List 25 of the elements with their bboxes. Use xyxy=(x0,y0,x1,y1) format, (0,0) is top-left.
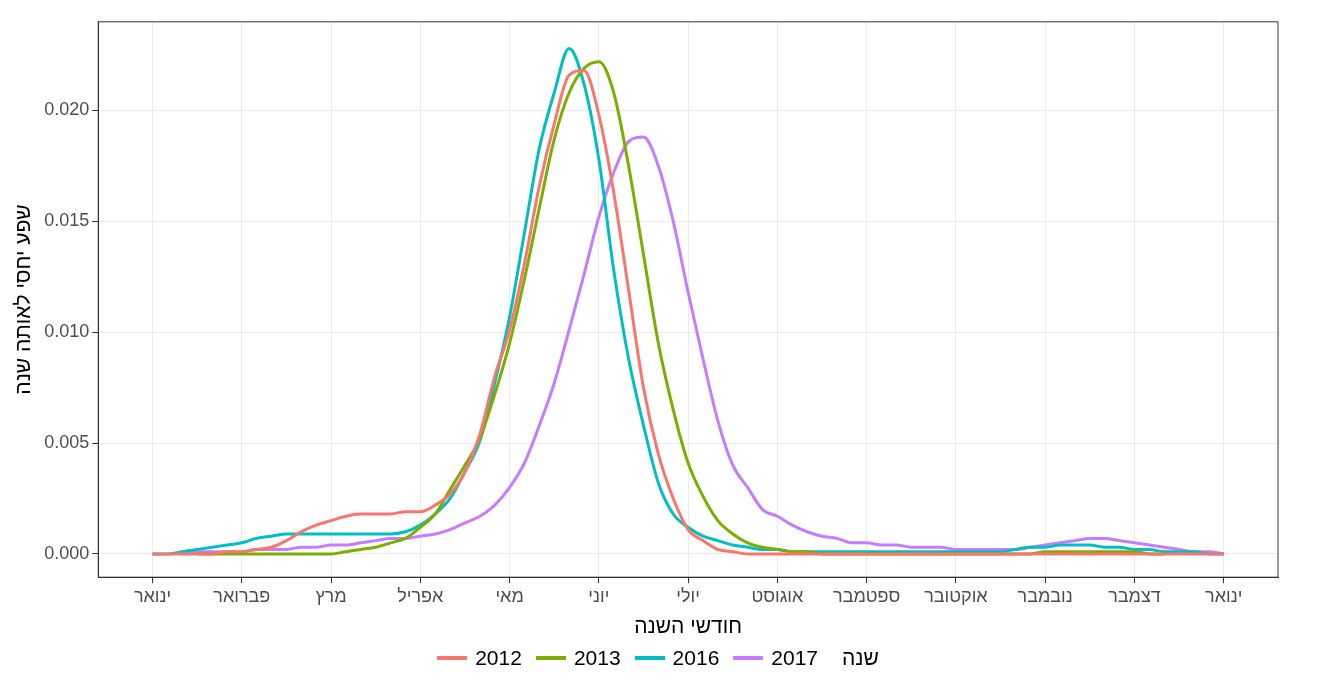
y-tick-label: 0.015 xyxy=(44,210,90,231)
y-tick-label: 0.020 xyxy=(44,99,90,120)
x-tick-label: נובמבר xyxy=(1017,585,1073,606)
x-tick-label: ינואר xyxy=(133,585,172,606)
y-tick-label: 0.005 xyxy=(44,432,90,453)
legend-label: 2012 xyxy=(475,646,522,670)
y-tick-label: 0.000 xyxy=(44,542,90,563)
x-axis-title: חודשי השנה xyxy=(634,614,742,638)
legend-label: 2013 xyxy=(573,646,621,670)
x-tick-label: מרץ xyxy=(315,585,347,606)
legend-label: 2017 xyxy=(771,646,819,670)
y-axis-title: שפע יחסי לאותה שנה xyxy=(11,204,35,395)
x-tick-label: ינואר xyxy=(1205,585,1243,606)
y-tick-label: 0.010 xyxy=(44,321,90,342)
x-tick-label: אוקטובר xyxy=(924,585,989,606)
x-tick-label: יולי xyxy=(676,585,700,606)
x-tick-label: יוני xyxy=(588,585,610,606)
x-tick-label: אפריל xyxy=(397,585,445,606)
x-tick-label: פברואר xyxy=(213,585,271,606)
legend-title: שנה xyxy=(842,646,879,670)
x-tick-label: ספטמבר xyxy=(833,585,901,606)
x-tick-label: דצמבר xyxy=(1108,585,1161,606)
x-tick-label: מאי xyxy=(495,585,524,606)
x-tick-label: אוגוסט xyxy=(751,585,804,606)
legend-label: 2016 xyxy=(672,646,720,670)
